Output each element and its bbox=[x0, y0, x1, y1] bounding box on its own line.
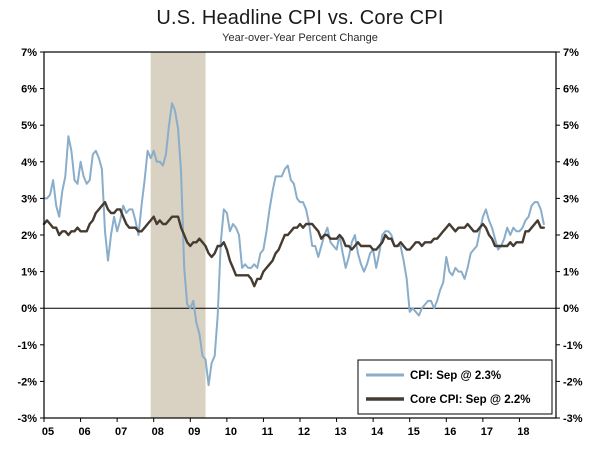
cpi-line-chart: 7% 7% 6% 6% 5% 5% 4% 4% 3% 3% 2% 2% 1% 1% 0% 0% -1% -1% -2… bbox=[17, 47, 583, 438]
y-axis-label-right: -3% bbox=[563, 413, 583, 425]
y-axis-label-left: 0% bbox=[21, 303, 37, 315]
core-cpi-line bbox=[42, 200, 545, 288]
x-axis-label: 13 bbox=[334, 426, 346, 438]
x-axis-label: 08 bbox=[152, 426, 164, 438]
x-axis-label: 09 bbox=[188, 426, 200, 438]
legend-cpi-label: CPI: Sep @ 2.3% bbox=[410, 370, 501, 382]
x-axis-label: 11 bbox=[262, 426, 274, 438]
y-axis-label-left: 2% bbox=[21, 230, 37, 242]
y-axis-label-left: 5% bbox=[21, 120, 37, 132]
y-axis-label-right: 4% bbox=[563, 157, 579, 169]
legend-box bbox=[357, 359, 553, 415]
x-axis-label: 18 bbox=[517, 426, 529, 438]
y-axis-label-left: -1% bbox=[17, 340, 37, 352]
y-axis-label-right: 0% bbox=[563, 303, 579, 315]
y-axis-label-right: -1% bbox=[563, 340, 583, 352]
y-axis-label-left: 4% bbox=[21, 157, 37, 169]
recession-band bbox=[150, 52, 206, 418]
y-axis-label-right: 6% bbox=[563, 84, 579, 96]
y-axis-label-left: 6% bbox=[21, 84, 37, 96]
x-axis-label: 06 bbox=[78, 426, 90, 438]
legend-core-label: Core CPI: Sep @ 2.2% bbox=[410, 394, 531, 406]
y-axis-label-left: 3% bbox=[21, 193, 37, 205]
cpi-line bbox=[43, 102, 545, 387]
x-axis-label: 12 bbox=[298, 426, 310, 438]
chart-title: U.S. Headline CPI vs. Core CPI bbox=[156, 7, 444, 29]
chart-subtitle: Year-over-Year Percent Change bbox=[222, 32, 378, 44]
x-axis-label: 16 bbox=[444, 426, 456, 438]
y-axis-label-left: -3% bbox=[17, 413, 37, 425]
y-axis-label-right: 1% bbox=[563, 267, 579, 279]
y-axis-label-left: 1% bbox=[21, 267, 37, 279]
x-axis-label: 17 bbox=[481, 426, 493, 438]
y-axis-label-left: 7% bbox=[21, 47, 37, 59]
x-axis-label: 14 bbox=[371, 426, 384, 438]
y-axis-label-right: -2% bbox=[563, 376, 583, 388]
x-axis-label: 07 bbox=[115, 426, 127, 438]
y-axis-label-right: 7% bbox=[563, 47, 579, 59]
y-axis-label-right: 3% bbox=[563, 193, 579, 205]
x-axis-label: 10 bbox=[225, 426, 237, 438]
y-axis-label-left: -2% bbox=[17, 376, 37, 388]
x-axis-label: 15 bbox=[408, 426, 420, 438]
y-axis-label-right: 5% bbox=[563, 120, 579, 132]
y-axis-label-right: 2% bbox=[563, 230, 579, 242]
x-axis-label: 05 bbox=[42, 426, 54, 438]
